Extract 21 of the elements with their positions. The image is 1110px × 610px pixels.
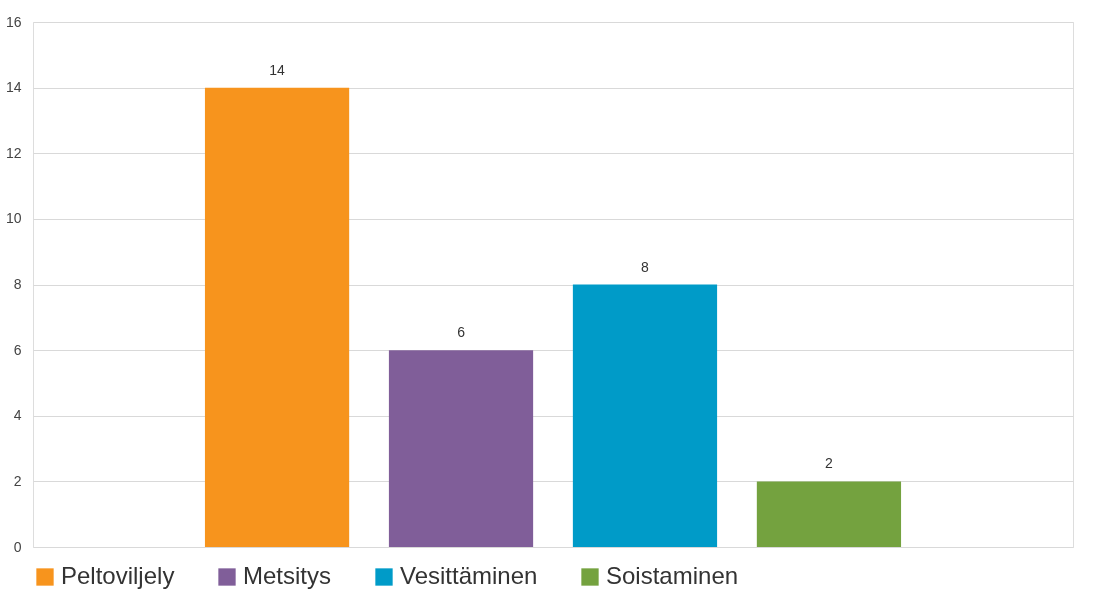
legend-label: Peltoviljely	[61, 562, 175, 589]
data-label: 2	[825, 455, 834, 472]
data-label: 14	[269, 61, 286, 78]
y-tick-label: 14	[5, 79, 22, 96]
y-tick-label: 10	[5, 210, 22, 227]
bar	[204, 87, 350, 547]
legend-label: Metsitys	[243, 562, 332, 589]
data-label: 8	[641, 258, 650, 275]
bar	[388, 350, 534, 547]
y-tick-label: 6	[13, 341, 22, 358]
y-tick-label: 16	[5, 13, 22, 30]
y-tick-label: 4	[13, 407, 22, 424]
y-tick-label: 0	[13, 538, 22, 555]
y-tick-label: 2	[13, 472, 22, 489]
legend-label: Vesittäminen	[400, 562, 538, 589]
y-tick-label: 8	[13, 276, 22, 292]
legend-label: Soistaminen	[606, 562, 739, 589]
bar	[756, 481, 902, 547]
bar	[572, 284, 718, 547]
data-label: 6	[457, 324, 466, 341]
y-tick-label: 12	[5, 144, 22, 161]
